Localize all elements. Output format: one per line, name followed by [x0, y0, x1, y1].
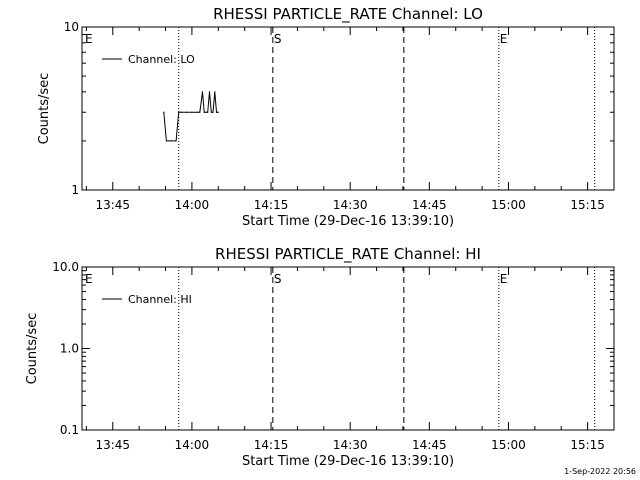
- data-point: [180, 111, 182, 113]
- x-tick-label: 15:00: [491, 198, 526, 212]
- legend-entry: Channel: LO: [128, 53, 195, 66]
- data-point: [208, 91, 211, 93]
- plot-frame: [81, 266, 615, 431]
- x-axis-label: Start Time (29-Dec-16 13:39:10): [242, 214, 454, 229]
- y-tick-label: 10: [64, 20, 79, 34]
- event-marker-label: E: [85, 272, 93, 286]
- event-marker-label: S: [274, 32, 282, 46]
- data-point: [171, 140, 173, 142]
- series-line: [163, 91, 219, 142]
- data-point: [191, 111, 193, 113]
- data-point: [207, 111, 209, 113]
- x-tick-label: 14:15: [254, 198, 289, 212]
- chart-title: RHESSI PARTICLE_RATE Channel: HI: [215, 245, 481, 264]
- data-point: [212, 111, 214, 113]
- y-tick-label: 0.1: [60, 423, 79, 437]
- data-point: [215, 111, 218, 113]
- event-marker-label: E: [85, 32, 93, 46]
- data-point: [175, 140, 177, 142]
- plot-frame: [81, 26, 615, 191]
- data-point: [201, 91, 204, 93]
- data-point: [203, 111, 205, 113]
- data-point: [165, 140, 168, 142]
- x-tick-label: 15:15: [570, 438, 605, 452]
- data-point: [210, 111, 212, 113]
- panel-hi: RHESSI PARTICLE_RATE Channel: HI Start Ti…: [25, 245, 615, 469]
- panel-lo: RHESSI PARTICLE_RATE Channel: LO Start Ti…: [37, 5, 615, 229]
- legend-entry: Channel: HI: [128, 293, 192, 306]
- data-point: [178, 111, 180, 113]
- y-axis-label: Counts/sec: [25, 313, 40, 385]
- data-point: [196, 111, 198, 113]
- data-point: [163, 111, 165, 113]
- data-point: [186, 111, 188, 113]
- x-axis-label: Start Time (29-Dec-16 13:39:10): [242, 454, 454, 469]
- y-axis-label: Counts/sec: [37, 73, 52, 145]
- x-tick-label: 14:30: [333, 438, 368, 452]
- chart-title: RHESSI PARTICLE_RATE Channel: LO: [213, 5, 483, 24]
- x-tick-label: 13:45: [95, 438, 130, 452]
- x-tick-label: 14:00: [175, 438, 210, 452]
- data-point: [199, 111, 201, 113]
- data-point: [217, 111, 219, 113]
- x-tick-label: 14:15: [254, 438, 289, 452]
- y-tick-label: 1: [71, 183, 79, 197]
- x-tick-label: 14:00: [175, 198, 210, 212]
- x-tick-label: 15:15: [570, 198, 605, 212]
- data-point: [214, 91, 216, 93]
- y-tick-label: 1.0: [60, 342, 79, 356]
- data-point: [168, 140, 170, 142]
- data-point: [205, 111, 207, 113]
- x-tick-label: 14:45: [412, 198, 447, 212]
- footer-timestamp: 1-Sep-2022 20:56: [564, 467, 636, 476]
- event-marker-label: E: [500, 32, 508, 46]
- x-tick-label: 13:45: [95, 198, 130, 212]
- x-tick-label: 14:30: [333, 198, 368, 212]
- y-tick-label: 10.0: [52, 260, 79, 274]
- x-tick-label: 15:00: [491, 438, 526, 452]
- event-marker-label: E: [500, 272, 508, 286]
- event-marker-label: S: [274, 272, 282, 286]
- x-tick-label: 14:45: [412, 438, 447, 452]
